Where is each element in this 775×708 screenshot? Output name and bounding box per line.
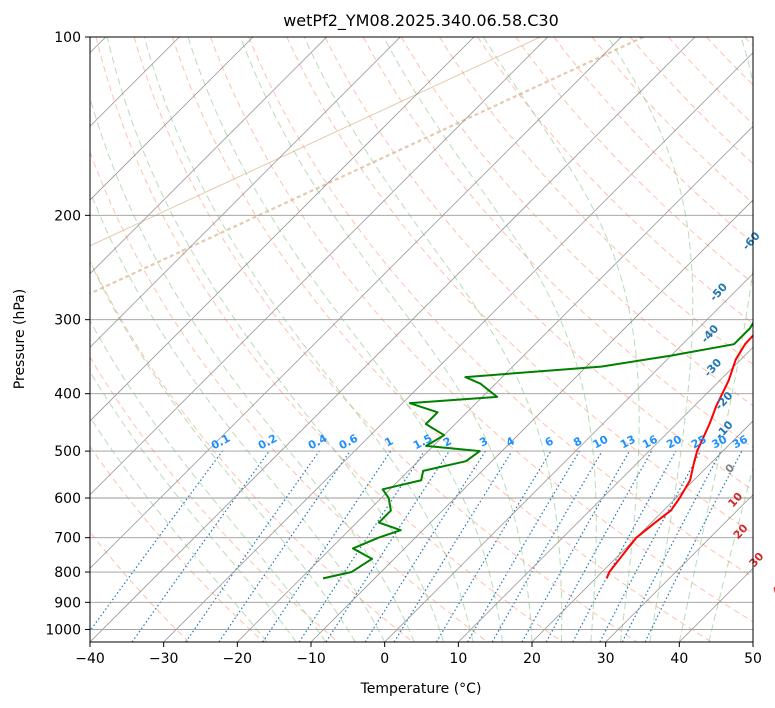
- dewpoint-profile: [322, 321, 753, 580]
- mixing-ratio-label: 16: [640, 433, 660, 452]
- moist-adiabat-line: [708, 466, 753, 642]
- isopleth-labels: 0.10.20.40.611.52346810131620253036-100-…: [209, 180, 775, 599]
- dry-adiabat-line: [210, 37, 753, 623]
- axes: −40 −30 −20 −10 0 10 20 30 40 50 100 200 300 400 500 60…: [45, 30, 762, 667]
- dry-adiabat-line: [171, 37, 712, 642]
- isotherm-line: [90, 37, 475, 422]
- moist-adiabat-line: [90, 189, 386, 642]
- x-tick-label: −20: [223, 651, 253, 667]
- y-tick-label: 400: [54, 387, 81, 403]
- x-tick-label: 20: [523, 651, 541, 667]
- mixing-ratio-line: [325, 450, 450, 642]
- mixing-ratio-line: [131, 450, 270, 642]
- dry-adiabat-line: [439, 37, 753, 366]
- moist-adiabat-line: [482, 37, 640, 642]
- x-tick-label: 40: [670, 651, 688, 667]
- moist-adiabat-line: [90, 370, 297, 642]
- dry-adiabat-line: [248, 37, 753, 578]
- isotherm-line: [605, 494, 753, 642]
- isotherm-line: [90, 37, 548, 496]
- isotherm-line: [310, 199, 753, 642]
- moist-adiabat-line: [90, 416, 268, 642]
- data-layer: [322, 321, 753, 580]
- moist-adiabat-label: 40: [770, 578, 775, 598]
- mixing-ratio-line: [262, 450, 392, 642]
- mixing-ratio-line: [218, 450, 351, 642]
- dry-adiabat-line: [95, 37, 563, 642]
- grid-layer: [90, 37, 753, 642]
- mixing-ratio-line: [572, 450, 677, 642]
- x-axis-title: Temperature (°C): [360, 681, 482, 697]
- moist-adiabat-line: [90, 260, 356, 642]
- x-tick-label: −10: [296, 651, 326, 667]
- dry-adiabat-line: [324, 37, 753, 491]
- y-tick-label: 800: [54, 565, 81, 581]
- mixing-ratio-line: [545, 450, 653, 642]
- isotherm-line: [90, 37, 696, 642]
- isotherm-line: [458, 346, 753, 642]
- y-axis-title: Pressure (hPa): [12, 289, 28, 389]
- y-tick-label: 200: [54, 208, 81, 224]
- y-tick-label: 500: [54, 444, 81, 460]
- y-tick-label: 900: [54, 595, 81, 611]
- mixing-ratio-label: 20: [664, 433, 684, 452]
- mixing-ratio-line: [298, 450, 425, 642]
- mixing-ratio-line: [644, 450, 743, 642]
- moist-adiabat-line: [678, 37, 753, 642]
- isotherm-line: [90, 37, 401, 348]
- isotherm-line: [90, 37, 327, 275]
- dry-adiabat-line: [90, 445, 264, 642]
- moist-adiabat-line: [239, 37, 533, 642]
- temperature-profile: [605, 334, 753, 579]
- moist-adiabat-line: [303, 37, 563, 642]
- y-tick-label: 700: [54, 531, 81, 547]
- isotherm-line: [384, 273, 753, 642]
- y-tick-label: 600: [54, 491, 81, 507]
- y-tick-label: 1000: [45, 622, 81, 638]
- isotherm-line: [90, 37, 622, 569]
- mixing-ratio-label: 10: [591, 433, 611, 452]
- moist-adiabat-line: [187, 37, 504, 642]
- mixing-ratio-line: [185, 450, 320, 642]
- plot-background: [90, 37, 753, 642]
- x-tick-label: 50: [744, 651, 762, 667]
- moist-adiabat-line: [106, 37, 445, 642]
- y-tick-label: 100: [54, 30, 81, 46]
- dry-adiabat-line: [477, 37, 753, 325]
- x-tick-label: −30: [149, 651, 179, 667]
- dry-adiabat-line: [90, 150, 488, 642]
- mixing-ratio-label: 30: [710, 433, 730, 452]
- y-tick-label: 300: [54, 313, 81, 329]
- mixing-ratio-line: [393, 450, 513, 642]
- mixing-ratio-line: [90, 450, 223, 632]
- mixing-ratio-label: 36: [730, 433, 750, 452]
- dry-adiabat-line: [133, 37, 638, 642]
- isotherm-line: [90, 37, 254, 201]
- isotherm-line: [163, 52, 753, 642]
- mixing-ratio-line: [521, 450, 631, 642]
- dry-adiabat-line: [90, 356, 339, 642]
- x-tick-label: −40: [75, 651, 105, 667]
- x-tick-label: 10: [449, 651, 467, 667]
- x-tick-label: 0: [380, 651, 389, 667]
- mixing-ratio-label: 25: [689, 433, 709, 452]
- x-tick-label: 30: [597, 651, 615, 667]
- moist-adiabat-line: [383, 37, 597, 642]
- chart-title: wetPf2_YM08.2025.340.06.58.C30: [283, 11, 559, 31]
- moist-adiabat-line: [607, 37, 694, 642]
- moist-adiabat-line: [143, 37, 474, 642]
- isotherm-line: [237, 125, 753, 642]
- mixing-ratio-label: 13: [618, 433, 638, 452]
- plot-frame: [89, 36, 754, 643]
